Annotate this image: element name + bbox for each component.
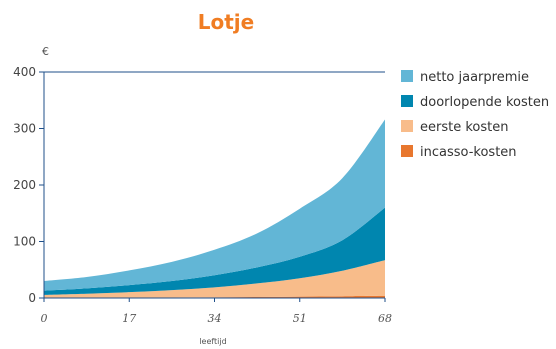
legend-label: incasso-kosten <box>420 145 517 160</box>
legend-swatch <box>401 145 413 157</box>
y-tick-label: 0 <box>28 291 36 305</box>
y-tick-label: 200 <box>13 178 36 192</box>
area-doorlopende-kosten <box>44 207 385 295</box>
legend-swatch <box>401 70 413 82</box>
x-axis-label: leeftijd <box>199 337 226 346</box>
area-eerste-kosten <box>44 260 385 298</box>
y-tick-label: 400 <box>13 65 36 79</box>
legend-swatch <box>401 95 413 107</box>
y-tick-label: 100 <box>13 235 36 249</box>
area-series-group <box>44 119 385 298</box>
y-axis-unit-label: € <box>42 45 49 58</box>
x-tick-label: 51 <box>293 312 307 325</box>
x-tick-label: 17 <box>122 312 136 325</box>
legend-label: doorlopende kosten <box>420 95 549 110</box>
area-incasso-kosten <box>44 295 385 298</box>
x-tick-label: 68 <box>378 312 392 325</box>
tick-labels: 0 100 200 300 400 0 17 34 51 68 <box>13 65 392 325</box>
legend-label: eerste kosten <box>420 120 508 135</box>
legend-swatch <box>401 120 413 132</box>
legend-label: netto jaarpremie <box>420 70 529 85</box>
area-netto-jaarpremie <box>44 119 385 291</box>
chart-title: Lotje <box>198 10 254 34</box>
legend: netto jaarpremie doorlopende kosten eerste… <box>401 70 549 160</box>
x-tick-label: 0 <box>41 312 48 325</box>
x-tick-label: 34 <box>208 312 222 325</box>
y-tick-label: 300 <box>13 122 36 136</box>
